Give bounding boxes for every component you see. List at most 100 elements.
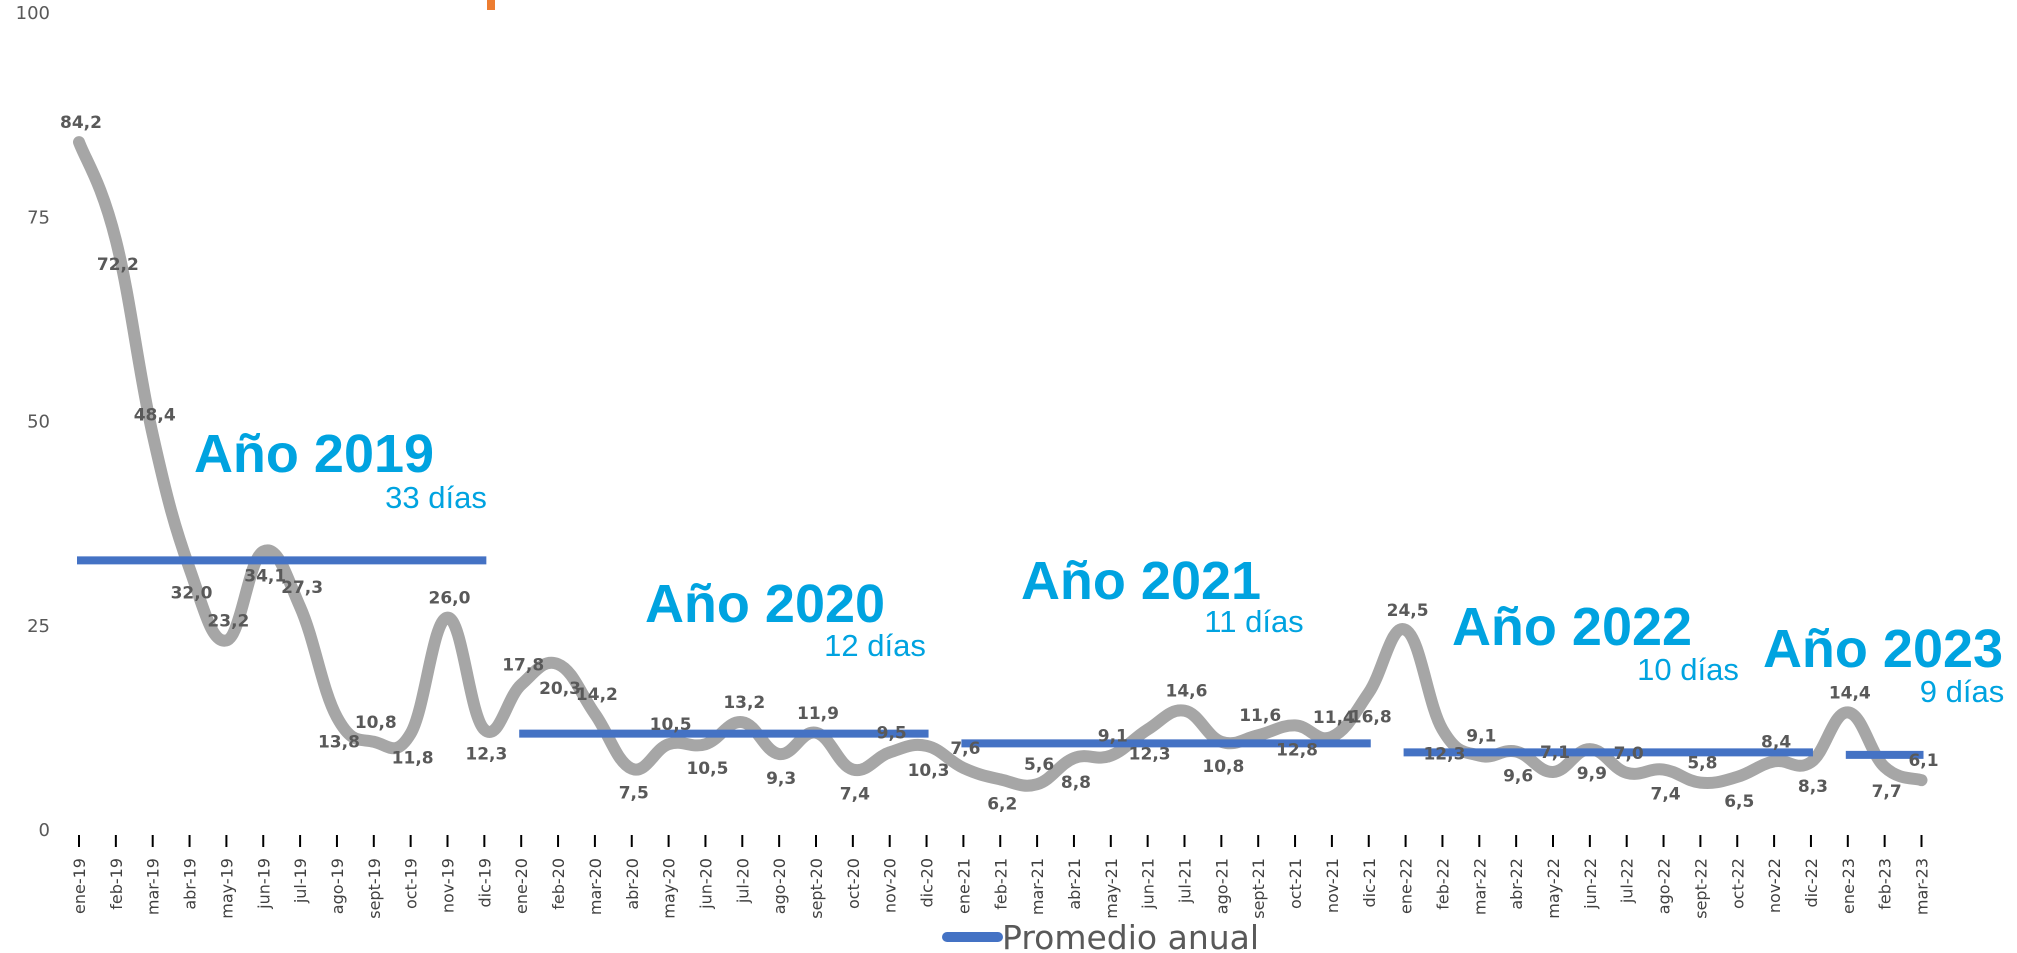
data-label: 72,2 [97,255,139,275]
x-tick-label: feb-22 [1433,858,1452,910]
data-point [296,602,305,611]
data-point [185,564,194,573]
data-label: 32,0 [171,584,213,604]
x-tick-label: oct-22 [1728,858,1747,909]
year-annotation-days: 11 días [1204,604,1303,639]
data-label: 7,5 [619,784,649,804]
x-tick-label: dic-19 [475,858,494,908]
data-point [148,430,157,439]
data-point [590,709,599,718]
x-tick-label: jul-19 [291,858,310,904]
data-label: 5,6 [1024,755,1054,775]
data-label: 14,4 [1829,683,1871,703]
x-axis: ene-19 feb-19 mar-19 abr-19 may-19 jun-19 jul-… [70,835,1932,919]
data-label: 84,2 [60,113,102,133]
x-tick-label: jun-21 [1139,858,1158,910]
data-label: 10,8 [1202,757,1244,777]
data-point [922,741,931,750]
x-tick-label: jul-20 [733,858,752,904]
x-tick-label: dic-20 [918,858,937,908]
data-label: 9,9 [1577,764,1607,784]
data-label: 11,9 [797,704,839,724]
x-tick-label: sept-21 [1249,858,1268,919]
data-label: 8,4 [1761,732,1791,752]
data-point [1106,751,1115,760]
data-point [332,713,341,722]
x-tick-label: may-20 [660,858,679,919]
data-point [1843,708,1852,717]
data-label: 48,4 [134,406,176,426]
x-tick-label: may-22 [1544,858,1563,919]
x-tick-label: jun-19 [254,858,273,910]
data-point [75,138,83,147]
year-annotation-title: Año 2022 [1452,597,1692,657]
data-label: 11,8 [392,749,434,769]
data-label: 7,7 [1872,782,1902,802]
legend: Promedio anual [942,918,1259,953]
x-tick-label: nov-22 [1765,858,1784,913]
data-label: 6,1 [1908,751,1938,771]
data-label: 13,8 [318,732,360,752]
data-label: 6,2 [987,794,1017,814]
y-tick-label: 75 [27,207,50,228]
x-tick-label: ago-19 [328,858,347,914]
data-label: 10,3 [908,761,950,781]
data-point [1696,778,1705,787]
data-label: 34,1 [244,566,286,586]
data-label: 9,1 [1466,727,1496,747]
x-tick-label: ene-23 [1839,858,1858,914]
data-point [1327,732,1336,741]
data-point [1880,763,1889,772]
x-tick-label: ago-22 [1655,858,1674,914]
data-label: 8,8 [1061,773,1091,793]
data-point [701,740,710,749]
data-point [627,764,636,773]
year-annotation-days: 10 días [1637,652,1739,687]
data-point [1806,758,1815,767]
data-point [848,765,857,774]
data-label: 26,0 [429,589,471,609]
x-tick-label: oct-21 [1286,858,1305,909]
x-tick-label: jun-20 [696,858,715,910]
y-axis: 0 25 50 75 100 [16,3,50,841]
data-label: 24,5 [1387,601,1429,621]
x-tick-label: dic-21 [1360,858,1379,908]
data-point [443,613,452,622]
data-point [222,636,231,645]
year-annotation-title: Año 2020 [645,574,885,634]
data-point [259,547,268,556]
data-point [406,729,415,738]
data-point [1438,725,1447,734]
data-labels-group: 84,272,248,432,023,234,127,313,810,811,8… [60,113,1939,814]
year-annotation-title: Año 2021 [1021,551,1261,611]
x-tick-label: nov-21 [1323,858,1342,913]
data-label: 7,1 [1540,743,1570,763]
x-tick-label: sept-19 [365,858,384,919]
data-point [111,236,120,245]
x-tick-label: ene-22 [1397,858,1416,914]
x-tick-label: abr-19 [181,858,200,910]
year-annotation-title: Año 2023 [1763,619,2003,679]
data-label: 10,8 [355,713,397,733]
x-tick-label: may-21 [1102,858,1121,919]
x-tick-label: nov-20 [881,858,900,913]
x-tick-label: feb-23 [1876,858,1895,910]
x-tick-label: nov-19 [439,858,458,913]
data-point [959,763,968,772]
data-point [1733,772,1742,781]
x-tick-label: feb-20 [549,858,568,910]
data-point [664,740,673,749]
data-label: 12,3 [465,745,507,765]
data-label: 9,3 [766,769,796,789]
x-tick-label: ago-21 [1212,858,1231,914]
x-tick-label: ene-20 [512,858,531,914]
x-tick-label: dic-22 [1802,858,1821,908]
data-label: 7,4 [840,785,870,805]
data-point [996,775,1005,784]
year-annotation-title: Año 2019 [194,424,434,484]
data-point [480,725,489,734]
data-point [738,718,747,727]
data-point [1143,725,1152,734]
